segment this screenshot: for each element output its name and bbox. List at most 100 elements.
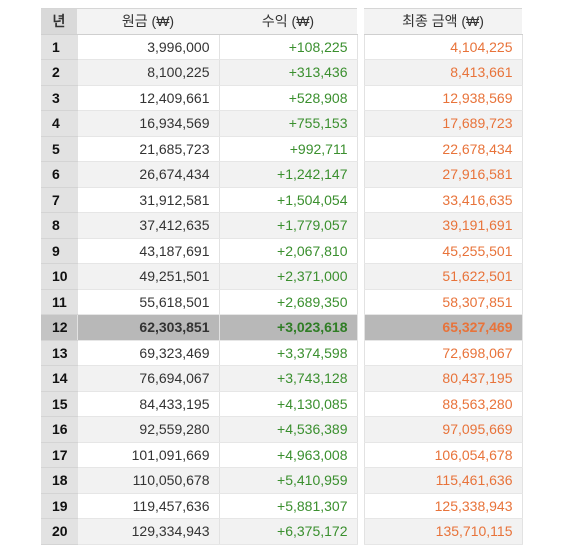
principal-cell: 76,694,067 xyxy=(76,365,220,392)
principal-cell: 84,433,195 xyxy=(76,391,220,417)
table-row: 19 119,457,636 +5,881,307 125,338,943 xyxy=(41,493,523,519)
profit-cell: +1,242,147 xyxy=(218,161,358,188)
table-row: 8 37,412,635 +1,779,057 39,191,691 xyxy=(41,212,523,239)
principal-cell: 110,050,678 xyxy=(76,467,220,494)
gap-cell xyxy=(357,263,364,289)
final-amount-cell: 106,054,678 xyxy=(363,442,523,468)
final-amount-cell: 51,622,501 xyxy=(363,263,523,290)
table-row: 11 55,618,501 +2,689,350 58,307,851 xyxy=(41,289,523,315)
table-row: 6 26,674,434 +1,242,147 27,916,581 xyxy=(41,161,523,188)
gap-cell xyxy=(357,238,364,264)
table-header-row: 년 원금 (₩) 수익 (₩) 최종 금액 (₩) xyxy=(41,8,522,35)
gap-cell xyxy=(357,416,364,442)
principal-cell: 55,618,501 xyxy=(76,289,220,315)
year-cell: 6 xyxy=(41,161,77,188)
gap-cell xyxy=(357,314,364,340)
principal-cell: 119,457,636 xyxy=(76,493,220,519)
profit-cell: +4,536,389 xyxy=(218,416,358,443)
year-cell: 7 xyxy=(41,187,77,213)
profit-cell: +6,375,172 xyxy=(218,518,358,545)
final-amount-cell: 45,255,501 xyxy=(363,238,523,264)
table-row: 17 101,091,669 +4,963,008 106,054,678 xyxy=(41,442,523,468)
gap-cell xyxy=(357,467,364,493)
profit-cell: +2,371,000 xyxy=(218,263,358,290)
principal-cell: 31,912,581 xyxy=(76,187,220,213)
table-row: 15 84,433,195 +4,130,085 88,563,280 xyxy=(41,391,523,417)
year-cell: 12 xyxy=(41,314,77,341)
principal-cell: 16,934,569 xyxy=(76,110,220,137)
principal-cell: 8,100,225 xyxy=(76,59,220,86)
header-gap xyxy=(357,8,364,34)
table-row: 5 21,685,723 +992,711 22,678,434 xyxy=(41,136,523,162)
header-profit: 수익 (₩) xyxy=(219,8,357,35)
principal-cell: 37,412,635 xyxy=(76,212,220,239)
gap-cell xyxy=(357,212,364,238)
table-row: 12 62,303,851 +3,023,618 65,327,469 xyxy=(41,314,523,341)
gap-cell xyxy=(357,518,364,544)
final-amount-cell: 80,437,195 xyxy=(363,365,523,392)
final-amount-cell: 17,689,723 xyxy=(363,110,523,137)
principal-cell: 49,251,501 xyxy=(76,263,220,290)
table-row: 4 16,934,569 +755,153 17,689,723 xyxy=(41,110,523,137)
gap-cell xyxy=(357,161,364,187)
table-body: 1 3,996,000 +108,225 4,104,225 2 8,100,225 +31… xyxy=(41,34,523,545)
final-amount-cell: 8,413,661 xyxy=(363,59,523,86)
gap-cell xyxy=(357,187,364,213)
gap-cell xyxy=(357,391,364,417)
principal-cell: 43,187,691 xyxy=(76,238,220,264)
gap-cell xyxy=(357,59,364,85)
gap-cell xyxy=(357,34,364,60)
profit-cell: +3,374,598 xyxy=(218,340,358,366)
year-cell: 10 xyxy=(41,263,77,290)
principal-cell: 21,685,723 xyxy=(76,136,220,162)
profit-cell: +3,023,618 xyxy=(218,314,358,341)
principal-cell: 69,323,469 xyxy=(76,340,220,366)
table-row: 10 49,251,501 +2,371,000 51,622,501 xyxy=(41,263,523,290)
principal-cell: 26,674,434 xyxy=(76,161,220,188)
header-principal: 원금 (₩) xyxy=(77,8,219,35)
final-amount-cell: 125,338,943 xyxy=(363,493,523,519)
final-amount-cell: 65,327,469 xyxy=(363,314,523,341)
final-amount-cell: 39,191,691 xyxy=(363,212,523,239)
header-year: 년 xyxy=(41,8,77,35)
table-row: 9 43,187,691 +2,067,810 45,255,501 xyxy=(41,238,523,264)
table-row: 16 92,559,280 +4,536,389 97,095,669 xyxy=(41,416,523,443)
gap-cell xyxy=(357,289,364,315)
profit-cell: +313,436 xyxy=(218,59,358,86)
profit-cell: +4,130,085 xyxy=(218,391,358,417)
final-amount-cell: 135,710,115 xyxy=(363,518,523,545)
year-cell: 1 xyxy=(41,34,77,60)
principal-cell: 3,996,000 xyxy=(76,34,220,60)
gap-cell xyxy=(357,340,364,366)
gap-cell xyxy=(357,110,364,136)
year-cell: 14 xyxy=(41,365,77,392)
profit-cell: +5,881,307 xyxy=(218,493,358,519)
profit-cell: +5,410,959 xyxy=(218,467,358,494)
profit-cell: +3,743,128 xyxy=(218,365,358,392)
year-cell: 8 xyxy=(41,212,77,239)
profit-cell: +528,908 xyxy=(218,85,358,111)
year-cell: 17 xyxy=(41,442,77,468)
year-cell: 2 xyxy=(41,59,77,86)
year-cell: 9 xyxy=(41,238,77,264)
final-amount-cell: 88,563,280 xyxy=(363,391,523,417)
final-amount-cell: 97,095,669 xyxy=(363,416,523,443)
principal-cell: 92,559,280 xyxy=(76,416,220,443)
table-row: 13 69,323,469 +3,374,598 72,698,067 xyxy=(41,340,523,366)
table-row: 20 129,334,943 +6,375,172 135,710,115 xyxy=(41,518,523,545)
final-amount-cell: 4,104,225 xyxy=(363,34,523,60)
final-amount-cell: 12,938,569 xyxy=(363,85,523,111)
final-amount-cell: 22,678,434 xyxy=(363,136,523,162)
profit-cell: +1,504,054 xyxy=(218,187,358,213)
principal-cell: 12,409,661 xyxy=(76,85,220,111)
year-cell: 20 xyxy=(41,518,77,545)
year-cell: 13 xyxy=(41,340,77,366)
table-row: 2 8,100,225 +313,436 8,413,661 xyxy=(41,59,523,86)
principal-cell: 129,334,943 xyxy=(76,518,220,545)
year-cell: 4 xyxy=(41,110,77,137)
table-row: 18 110,050,678 +5,410,959 115,461,636 xyxy=(41,467,523,494)
profit-cell: +2,067,810 xyxy=(218,238,358,264)
year-cell: 5 xyxy=(41,136,77,162)
year-cell: 15 xyxy=(41,391,77,417)
year-cell: 19 xyxy=(41,493,77,519)
